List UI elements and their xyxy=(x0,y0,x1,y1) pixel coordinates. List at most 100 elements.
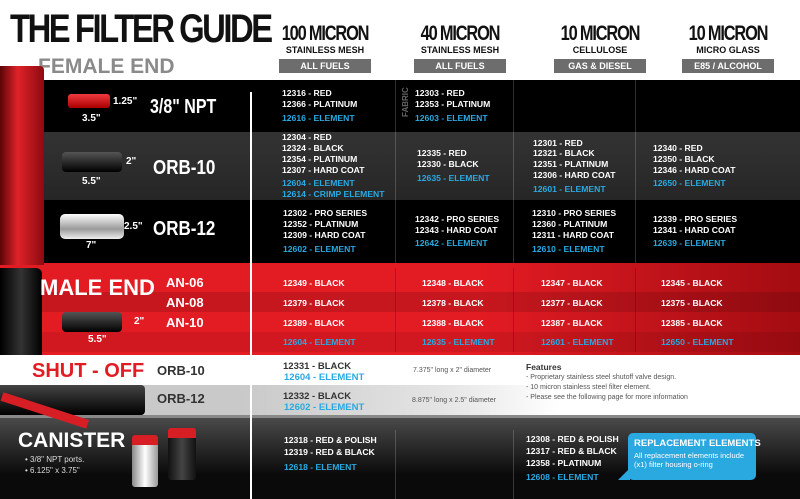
element-number: 12603 - ELEMENT xyxy=(415,112,488,123)
male-filter-image xyxy=(62,312,122,332)
part-number: 12317 - RED & BLACK xyxy=(526,446,617,456)
part-number: 12349 - BLACK xyxy=(283,278,345,288)
part-number: 12303 - RED xyxy=(415,88,465,99)
part-number: 12340 - RED xyxy=(653,142,703,153)
product-cell: 12342 - PRO SERIES 12343 - HARD COAT 12642… xyxy=(415,200,499,263)
part-number: 12304 - RED xyxy=(282,132,332,143)
product-cell: 12335 - RED 12330 - BLACK 12635 - ELEMENT xyxy=(417,132,490,200)
micron-rating: 10 MICRON xyxy=(688,22,769,45)
part-number: 12379 - BLACK xyxy=(283,298,345,308)
part-number: 12358 - PLATINUM xyxy=(526,458,602,468)
shutoff-row-1 xyxy=(0,355,800,385)
male-end-section xyxy=(0,263,800,355)
page-title: THE FILTER GUIDE xyxy=(10,7,273,51)
element-number: 12616 - ELEMENT xyxy=(282,112,355,123)
column-header: 10 MICRON CELLULOSE GAS & DIESEL xyxy=(540,23,660,74)
part-number: 12377 - BLACK xyxy=(541,298,603,308)
label-orb10: ORB-10 xyxy=(153,157,216,179)
element-number: 12635 - ELEMENT xyxy=(417,172,490,183)
dim-diameter: 2" xyxy=(134,316,145,327)
element-number: 12604 - ELEMENT xyxy=(284,372,365,383)
material: CELLULOSE xyxy=(572,45,628,55)
product-cell: 12304 - RED 12324 - BLACK 12354 - PLATINUM… xyxy=(282,132,385,200)
element-number: 12604 - ELEMENT xyxy=(283,337,356,347)
dim-length: 3.5" xyxy=(82,113,101,124)
part-number: 12302 - PRO SERIES xyxy=(283,208,368,219)
male-row-stripe xyxy=(0,292,800,312)
material: MICRO GLASS xyxy=(696,45,760,55)
part-number: 12318 - RED & POLISH xyxy=(284,435,377,445)
part-number: 12341 - HARD COAT xyxy=(653,224,736,235)
label-an08: AN-08 xyxy=(166,295,204,310)
label-shutoff-orb12: ORB-12 xyxy=(157,391,205,406)
canister-bullet: • 3/8" NPT ports. xyxy=(25,455,85,464)
label-an10: AN-10 xyxy=(166,315,204,330)
part-number: 12343 - HARD COAT xyxy=(415,224,498,235)
part-number: 12360 - PLATINUM xyxy=(532,219,608,230)
part-number: 12345 - BLACK xyxy=(661,278,723,288)
part-number: 12319 - RED & BLACK xyxy=(284,447,375,457)
micron-rating: 40 MICRON xyxy=(420,22,501,45)
callout-text: All replacement elements include (x1) fi… xyxy=(634,451,745,469)
red-filter-image xyxy=(0,66,44,265)
column-header: 40 MICRON STAINLESS MESH ALL FUELS xyxy=(400,23,520,74)
label-an06: AN-06 xyxy=(166,275,204,290)
shutoff-title: SHUT - OFF xyxy=(32,360,145,382)
element-number: 12610 - ELEMENT xyxy=(532,243,605,254)
features-title: Features xyxy=(526,362,562,372)
part-number: 12335 - RED xyxy=(417,148,467,159)
dim-length: 5.5" xyxy=(82,176,101,187)
label-npt: 3/8" NPT xyxy=(150,96,217,118)
part-number: 12387 - BLACK xyxy=(541,318,603,328)
part-number: 12330 - BLACK xyxy=(417,159,479,170)
part-number: 12354 - PLATINUM xyxy=(282,153,358,164)
element-number: 12639 - ELEMENT xyxy=(653,238,726,249)
micron-rating: 10 MICRON xyxy=(560,22,641,45)
feature-item: - 10 micron stainless steel filter eleme… xyxy=(526,384,651,391)
element-number: 12601 - ELEMENT xyxy=(533,183,606,194)
dim-length: 7" xyxy=(86,240,97,251)
micron-rating: 100 MICRON xyxy=(281,22,370,45)
product-cell: 12340 - RED 12350 - BLACK 12346 - HARD COA… xyxy=(653,132,735,200)
part-number: 12316 - RED xyxy=(282,88,332,99)
part-number: 12306 - HARD COAT xyxy=(533,169,616,180)
fuel-badge: ALL FUELS xyxy=(414,59,506,73)
part-number: 12351 - PLATINUM xyxy=(533,159,609,170)
part-number: 12347 - BLACK xyxy=(541,278,603,288)
label-shutoff-orb10: ORB-10 xyxy=(157,363,205,378)
male-end-title: MALE END xyxy=(40,275,155,300)
part-number: 12346 - HARD COAT xyxy=(653,164,736,175)
dim-diameter: 1.25" xyxy=(113,96,138,107)
column-header: 100 MICRON STAINLESS MESH ALL FUELS xyxy=(265,23,385,74)
column-header: 10 MICRON MICRO GLASS E85 / ALCOHOL xyxy=(668,23,788,74)
male-row-stripe xyxy=(0,332,800,352)
element-number: 12650 - ELEMENT xyxy=(661,337,734,347)
product-cell: 12339 - PRO SERIES 12341 - HARD COAT 12639… xyxy=(653,200,737,263)
canister-title: CANISTER xyxy=(18,429,126,452)
part-number: 12321 - BLACK xyxy=(533,148,595,159)
element-number: 12601 - ELEMENT xyxy=(541,337,614,347)
part-number: 12366 - PLATINUM xyxy=(282,99,358,110)
canister-bullet: • 6.125" x 3.75" xyxy=(25,466,80,475)
fuel-badge: ALL FUELS xyxy=(279,59,371,73)
orb12-filter-image xyxy=(60,214,124,239)
element-number: 12608 - ELEMENT xyxy=(526,472,599,482)
canister-black-image xyxy=(168,428,196,480)
part-number: 12324 - BLACK xyxy=(282,142,344,153)
row-orb12 xyxy=(0,200,800,263)
element-number: 12602 - ELEMENT xyxy=(283,243,356,254)
element-number: 12614 - CRIMP ELEMENT xyxy=(282,189,385,200)
element-number: 12618 - ELEMENT xyxy=(284,462,357,472)
female-end-heading: FEMALE END xyxy=(38,55,175,78)
part-number: 12310 - PRO SERIES xyxy=(532,208,617,219)
features-list: - Proprietary stainless steel shutoff va… xyxy=(526,373,688,403)
part-number: 12308 - RED & POLISH xyxy=(526,434,619,444)
part-number: 12307 - HARD COAT xyxy=(282,164,365,175)
canister-col3: 12308 - RED & POLISH 12317 - RED & BLACK… xyxy=(526,433,619,483)
part-number: 12385 - BLACK xyxy=(661,318,723,328)
npt-filter-image xyxy=(68,94,110,108)
fuel-badge: E85 / ALCOHOL xyxy=(682,59,774,73)
part-number: 12309 - HARD COAT xyxy=(283,230,366,240)
product-cell: 12301 - RED 12321 - BLACK 12351 - PLATINUM… xyxy=(533,132,615,200)
callout-title: REPLACEMENT ELEMENTS xyxy=(634,438,761,449)
